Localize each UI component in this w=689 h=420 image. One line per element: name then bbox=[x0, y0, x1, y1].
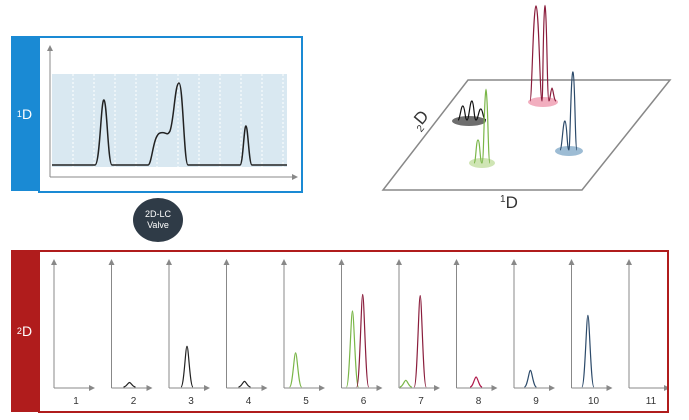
2d-lc-valve: 2D-LC Valve bbox=[133, 198, 183, 242]
plane-axis-2d: 2D bbox=[407, 107, 435, 135]
valve-line2: Valve bbox=[147, 220, 169, 230]
fraction-chart-2: 2 bbox=[108, 259, 153, 407]
panel-2d-fractions: 1 2 3 4 5 6 7 8 9 10 11 bbox=[38, 250, 670, 413]
fraction-peak bbox=[581, 314, 595, 388]
fraction-chart-3: 3 bbox=[166, 259, 210, 407]
spot-gray bbox=[452, 116, 486, 126]
fraction-label: 7 bbox=[418, 396, 424, 407]
fraction-label: 1 bbox=[73, 396, 79, 407]
fraction-dividers bbox=[72, 74, 284, 167]
fraction-chart-1: 1 bbox=[51, 259, 95, 407]
fraction-peak bbox=[399, 379, 412, 388]
fraction-chart-4: 4 bbox=[223, 259, 268, 407]
panel-1d-chromatogram bbox=[38, 36, 303, 193]
fraction-window-area bbox=[52, 74, 287, 167]
valve-line1: 2D-LC bbox=[144, 209, 171, 219]
spot-blue bbox=[555, 146, 583, 156]
fraction-chart-10: 10 bbox=[568, 259, 613, 407]
panel-1d-label-main: D bbox=[21, 105, 33, 122]
plane-parallelogram bbox=[381, 79, 672, 191]
fractions-svg: 1 2 3 4 5 6 7 8 9 10 11 bbox=[51, 259, 670, 407]
fraction-peak bbox=[123, 381, 136, 388]
fraction-peak bbox=[469, 376, 483, 388]
panel-2d-label-main: D bbox=[21, 323, 33, 339]
fraction-label: 8 bbox=[476, 396, 482, 407]
fraction-chart-7: 7 bbox=[396, 259, 440, 407]
panel-2d-label-sup: 2 bbox=[16, 326, 22, 336]
fraction-label: 2 bbox=[131, 396, 137, 407]
peaks-green-cluster bbox=[473, 88, 491, 164]
fraction-label: 5 bbox=[303, 396, 309, 407]
fraction-chart-11: 11 bbox=[626, 259, 670, 407]
chromatogram-1d-svg bbox=[47, 45, 298, 180]
fraction-label: 3 bbox=[188, 396, 194, 407]
fraction-label: 9 bbox=[533, 396, 539, 407]
spot-pink bbox=[528, 97, 558, 107]
panel-1d-label-sup: 1 bbox=[16, 108, 22, 119]
fraction-peak bbox=[524, 369, 537, 388]
fraction-peak bbox=[413, 294, 427, 388]
peaks-blue-cluster bbox=[559, 71, 578, 151]
plane-axis-1d: 1D bbox=[500, 193, 518, 212]
fraction-chart-5: 5 bbox=[281, 259, 325, 407]
fraction-label: 10 bbox=[588, 396, 600, 407]
fraction-label: 6 bbox=[361, 396, 367, 407]
fraction-label: 11 bbox=[646, 396, 657, 407]
fraction-peak bbox=[356, 293, 370, 388]
peaks-gray-cluster bbox=[457, 100, 487, 121]
fraction-chart-8: 8 bbox=[453, 259, 498, 407]
chromatogram-trace bbox=[52, 82, 287, 166]
fraction-peak bbox=[180, 345, 194, 388]
fraction-label: 4 bbox=[246, 396, 252, 407]
fraction-peak bbox=[289, 352, 303, 388]
peaks-pink-cluster bbox=[529, 4, 557, 102]
fraction-chart-9: 9 bbox=[511, 259, 555, 407]
fraction-chart-6: 6 bbox=[338, 259, 383, 407]
fraction-peak bbox=[238, 380, 251, 388]
2d-plane-diagram: 2D 1D bbox=[381, 4, 672, 212]
fraction-peak bbox=[345, 310, 360, 388]
